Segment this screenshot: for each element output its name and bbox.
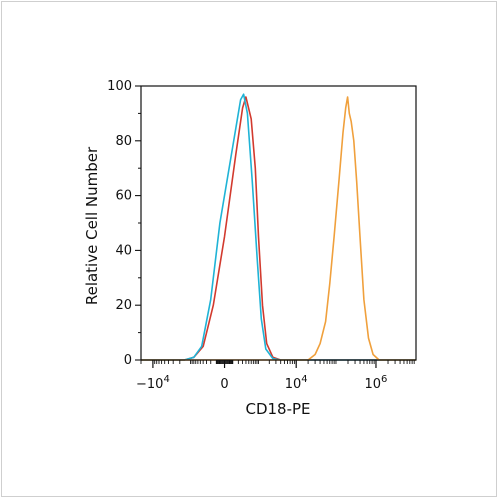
x-tick-label-2: 104: [285, 374, 308, 392]
y-tick-label-0: 0: [124, 353, 132, 368]
x-tick-label-1: 0: [220, 377, 228, 392]
axis-layer: 0 20 40 60 80 100 −104 0 104 106: [107, 79, 417, 392]
plot-frame: [140, 85, 417, 361]
y-tick-label-60: 60: [115, 189, 132, 204]
x-tick-label-3: 106: [365, 374, 388, 392]
series-layer: [141, 93, 416, 361]
y-axis-title: Relative Cell Number: [83, 146, 101, 305]
series-line-3: [141, 96, 416, 361]
y-tick-label-40: 40: [115, 243, 132, 258]
series-line-2: [141, 93, 416, 361]
x-tick-label-0: −104: [136, 374, 170, 392]
x-axis-title: CD18-PE: [245, 400, 310, 418]
series-line-1: [141, 96, 416, 361]
y-tick-label-20: 20: [115, 298, 132, 313]
y-tick-label-80: 80: [115, 134, 132, 149]
y-tick-label-100: 100: [107, 79, 132, 94]
